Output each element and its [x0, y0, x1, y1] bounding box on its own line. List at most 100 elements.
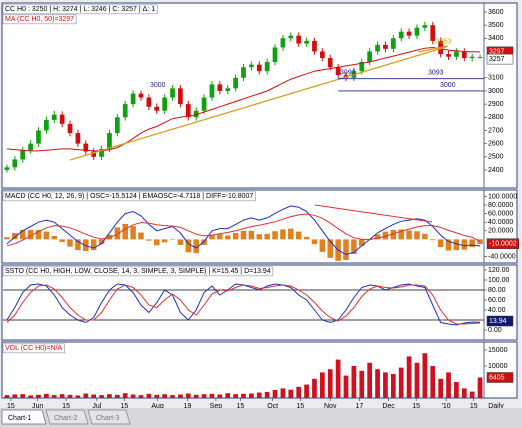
histogram-bar — [83, 239, 89, 251]
candle-body — [107, 133, 112, 149]
tab-label[interactable]: Chart-1 — [8, 415, 31, 422]
value-box-label: -10.0002 — [489, 241, 517, 248]
tab-label[interactable]: Chart-3 — [96, 415, 119, 422]
candle-body — [154, 106, 160, 111]
volume-bar — [406, 356, 412, 398]
volume-bar — [477, 377, 483, 398]
volume-bar — [162, 394, 168, 398]
volume-bar — [288, 389, 294, 398]
candle-body — [264, 61, 270, 72]
tab[interactable] — [45, 409, 89, 425]
candle-body — [398, 31, 404, 39]
histogram-bar — [161, 239, 168, 243]
volume-bar — [438, 378, 443, 398]
candle-body — [319, 51, 325, 59]
candle-body — [406, 31, 412, 36]
histogram-bar — [130, 226, 136, 240]
x-tick-label: 15 — [236, 403, 244, 410]
volume-bar — [146, 393, 152, 398]
volume-bar — [264, 391, 270, 398]
volume-bar — [67, 394, 73, 398]
histogram-bar — [240, 230, 247, 240]
volume-bar — [75, 395, 81, 398]
volume-bar — [20, 394, 26, 398]
volume-bar — [296, 386, 302, 398]
candle-body — [422, 25, 428, 28]
histogram-bar — [422, 233, 428, 240]
candle-body — [375, 44, 380, 52]
histogram-bar — [67, 239, 73, 247]
volume-bar — [193, 394, 199, 398]
volume-bar — [319, 372, 325, 398]
candle-body — [327, 58, 333, 68]
volume-bar — [454, 382, 459, 398]
volume-bar — [256, 392, 262, 398]
volume-bar — [154, 394, 160, 398]
value-box-label: 13.94 — [489, 318, 507, 325]
y-tick-label: 20.0000 — [488, 228, 513, 235]
candle-body — [280, 38, 286, 48]
x-tick-label: Jun — [32, 403, 43, 410]
volume-bar — [83, 393, 89, 398]
volume-bar — [335, 359, 341, 398]
histogram-bar — [217, 234, 223, 240]
y-tick-label: 100.0000 — [488, 193, 517, 200]
x-tick-label: 17 — [356, 403, 364, 410]
volume-bar — [430, 366, 436, 398]
candle-body — [225, 88, 231, 91]
volume-bar — [178, 394, 183, 398]
x-tick-label: Oct — [267, 403, 278, 410]
value-box — [486, 372, 514, 383]
volume-bar — [359, 370, 365, 398]
candle-body — [51, 114, 57, 120]
y-tick-label: 2400 — [488, 167, 504, 174]
volume-bar — [312, 378, 317, 398]
volume-bar — [107, 394, 112, 398]
histogram-bar — [469, 239, 475, 248]
annotation: 3353 — [436, 38, 452, 45]
histogram-bar — [177, 239, 184, 245]
tab-bar — [0, 408, 522, 428]
candle-body — [249, 64, 254, 68]
histogram-bar — [453, 239, 460, 251]
candle-body — [122, 104, 128, 118]
histogram-bar — [201, 239, 207, 245]
tab[interactable] — [87, 409, 131, 425]
level-label: 3093 — [340, 70, 356, 77]
candle-body — [44, 119, 49, 131]
volume-bar — [327, 369, 333, 398]
candle-body — [130, 93, 136, 105]
histogram-bar — [19, 229, 26, 240]
volume-bar — [398, 367, 404, 398]
histogram-bar — [264, 233, 270, 240]
legend-text: CC H0 : 3250 | H: 3274 | L: 3246 | C: 32… — [5, 6, 155, 13]
volume-bar — [241, 393, 246, 398]
y-tick-label: -40.0000 — [488, 253, 516, 260]
legend-box — [2, 343, 65, 354]
x-tick-label: 15 — [121, 403, 129, 410]
tab[interactable] — [1, 409, 47, 425]
histogram-bar — [406, 230, 412, 240]
value-box — [486, 315, 514, 327]
histogram-bar — [90, 239, 97, 251]
volume-bar — [114, 394, 120, 398]
histogram-bar — [248, 230, 255, 240]
volume-bar — [351, 366, 357, 398]
histogram-bar — [75, 239, 81, 251]
candle-body — [461, 51, 467, 59]
histogram-bar — [288, 228, 294, 240]
volume-bar — [383, 372, 388, 398]
candle-body — [272, 47, 278, 62]
y-tick-label: 15000 — [488, 347, 508, 354]
tab-label[interactable]: Chart-2 — [54, 415, 77, 422]
candle-body — [233, 77, 238, 89]
legend-text: VOL (CC H0)=N/A — [5, 345, 62, 352]
x-tick-label: Sep — [210, 403, 223, 410]
volume-bar — [51, 395, 57, 398]
histogram-bar — [59, 239, 65, 242]
y-tick-label: 40.0000 — [488, 219, 513, 226]
histogram-bar — [138, 232, 144, 240]
y-tick-label: 2800 — [488, 114, 504, 121]
volume-bar — [272, 390, 278, 398]
